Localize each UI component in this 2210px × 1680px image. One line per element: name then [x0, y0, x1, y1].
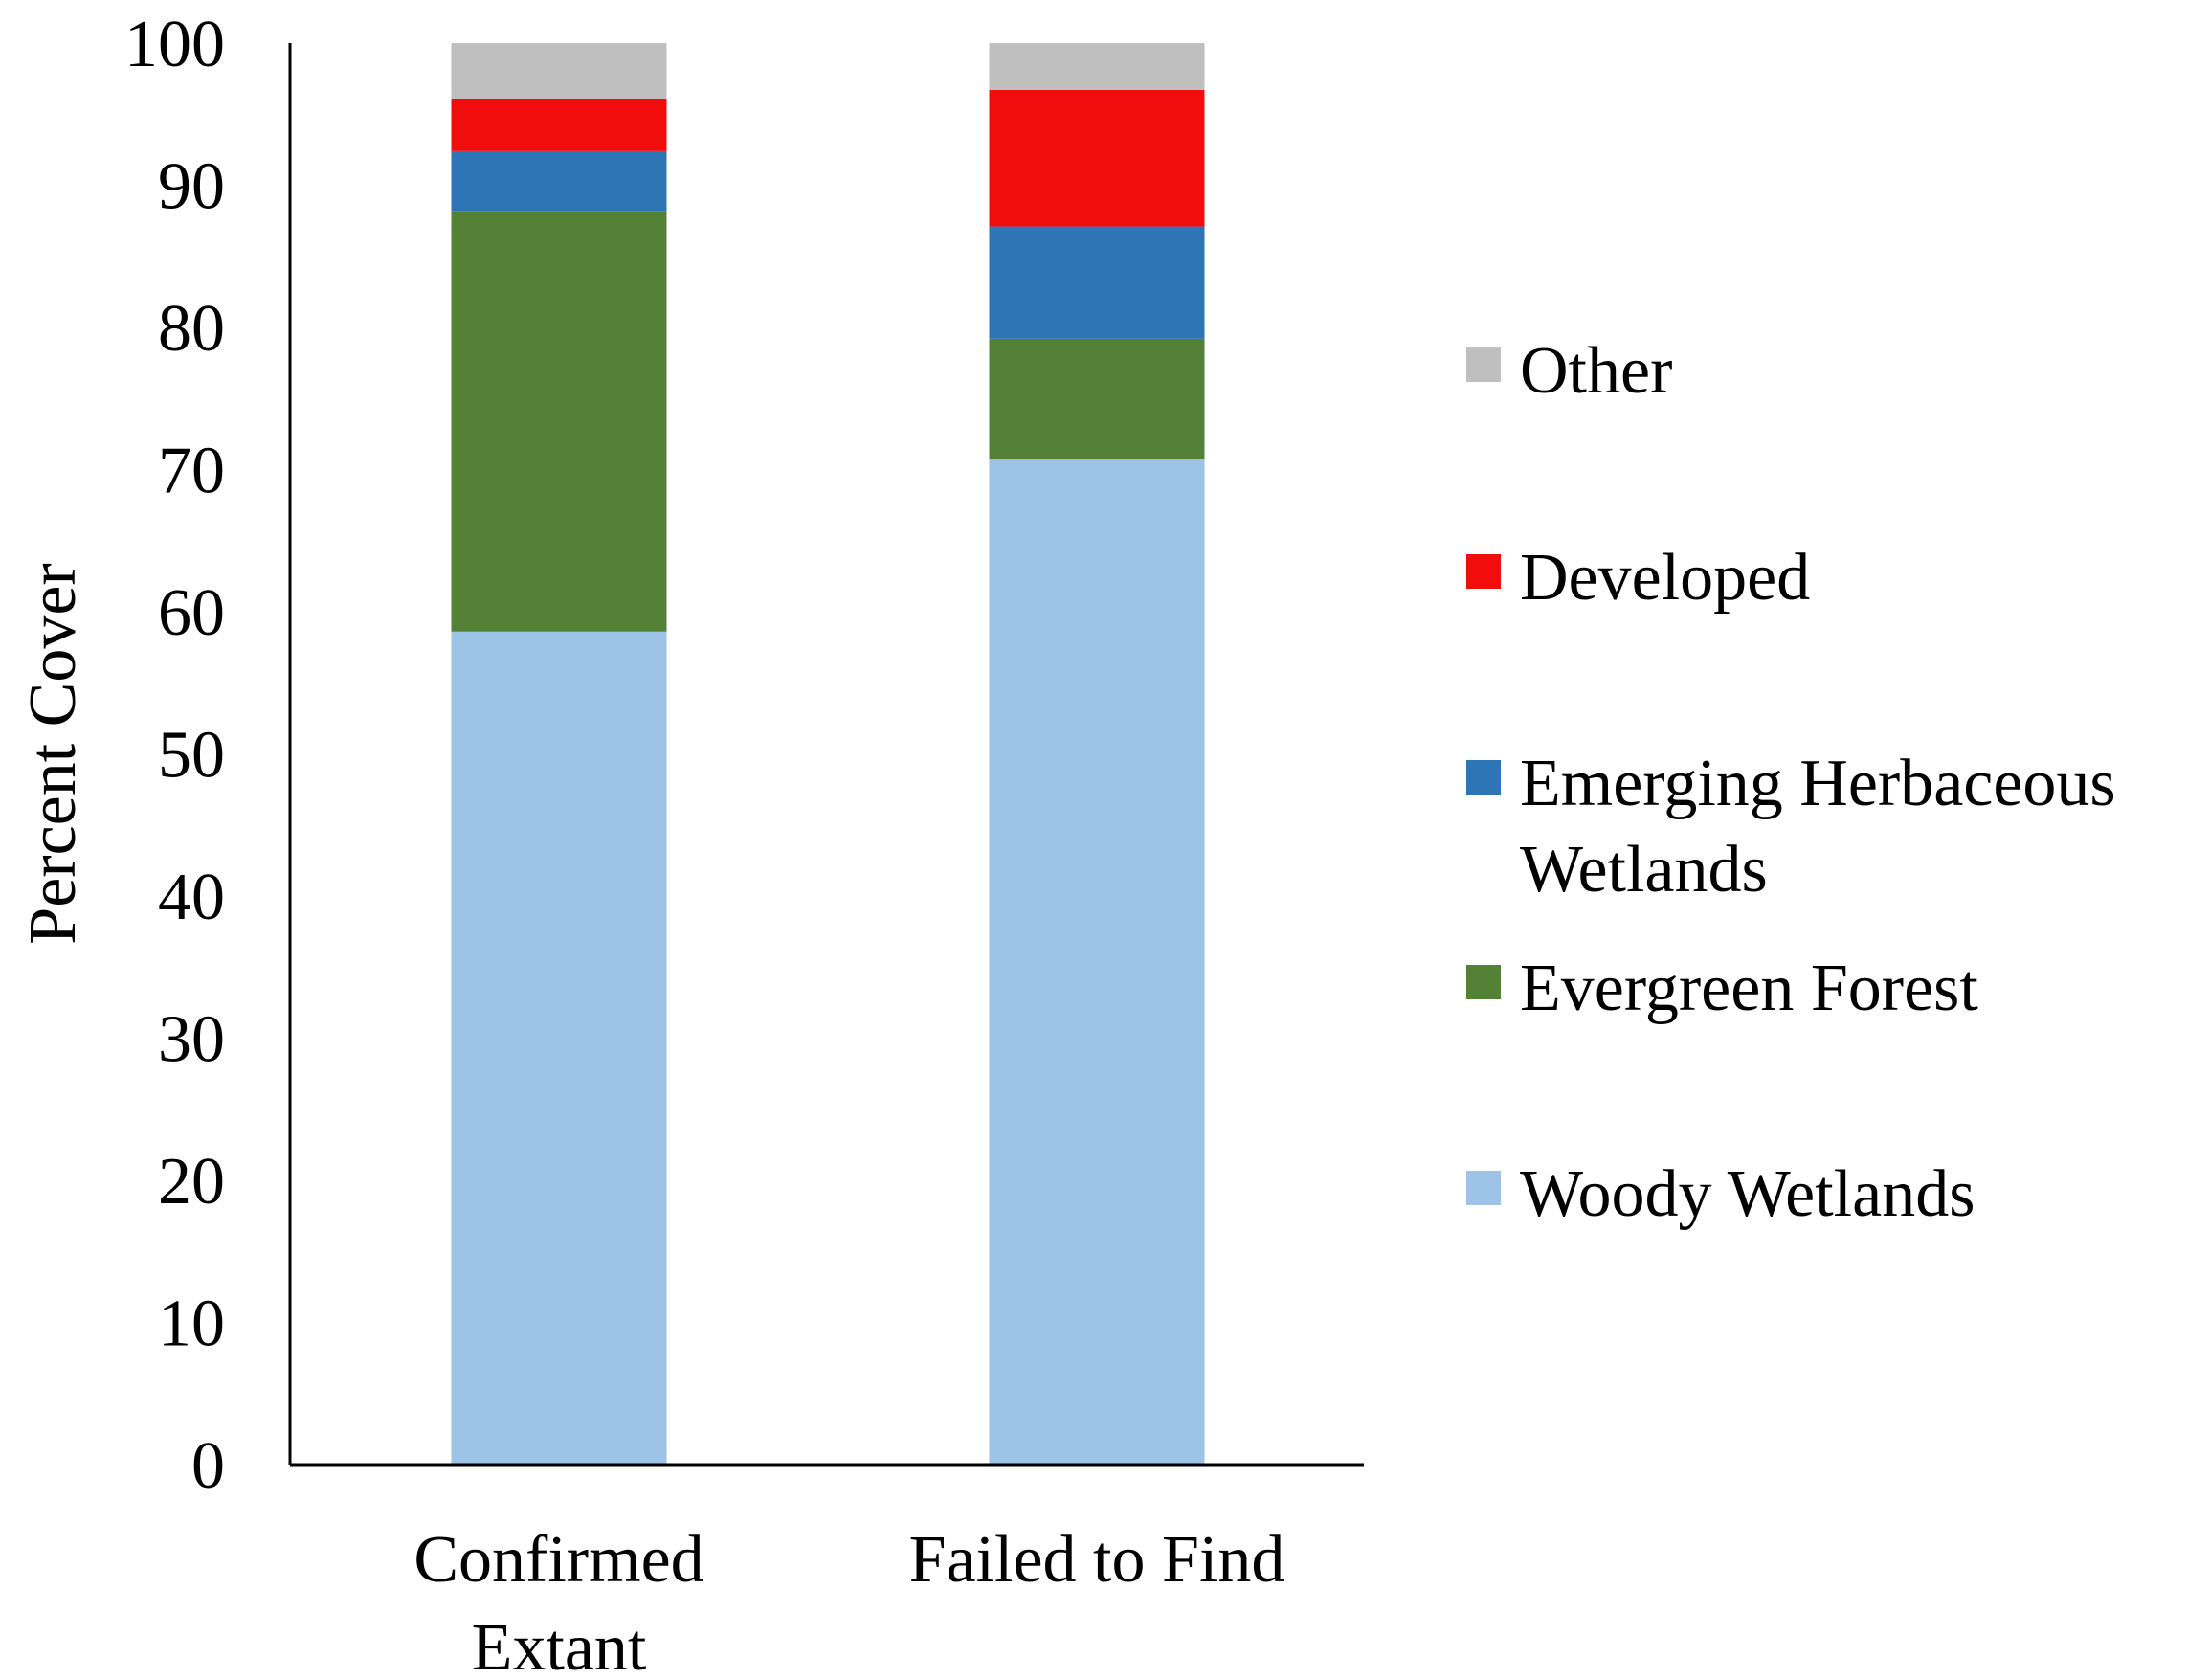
legend-swatch-emerging-herbaceous-wetlands	[1466, 760, 1501, 795]
bar-segment-confirmed-extant-emerging-herbaceous-wetlands	[451, 150, 667, 212]
legend-label-emerging-herbaceous-wetlands: Emerging Herbaceous Wetlands	[1520, 747, 2116, 907]
bar-segment-confirmed-extant-woody-wetlands	[451, 631, 667, 1465]
legend-label-other: Other	[1520, 334, 1672, 408]
y-axis-ticks: 0 10 20 30 40 50 60 70 80 90 100	[124, 8, 225, 1503]
y-tick-label-80: 80	[158, 292, 225, 366]
legend-swatch-evergreen-forest	[1466, 965, 1501, 999]
bar-segment-confirmed-extant-other	[451, 43, 667, 99]
y-tick-label-0: 0	[191, 1429, 225, 1503]
x-tick-label-failed-to-find: Failed to Find	[909, 1523, 1285, 1597]
y-tick-label-40: 40	[158, 861, 225, 934]
legend-label-evergreen-forest: Evergreen Forest	[1520, 952, 1978, 1025]
y-tick-label-30: 30	[158, 1003, 225, 1077]
bar-segment-failed-to-find-evergreen-forest	[989, 338, 1205, 460]
legend-swatch-other	[1466, 347, 1501, 382]
y-tick-label-20: 20	[158, 1145, 225, 1219]
legend-item-developed: Developed	[1466, 541, 1810, 615]
y-tick-label-50: 50	[158, 719, 225, 793]
y-tick-label-70: 70	[158, 435, 225, 508]
bar-segment-confirmed-extant-developed	[451, 98, 667, 151]
bar-segment-failed-to-find-developed	[989, 90, 1205, 227]
legend-label-woody-wetlands: Woody Wetlands	[1520, 1157, 1975, 1231]
bar-segment-confirmed-extant-evergreen-forest	[451, 211, 667, 632]
y-tick-label-90: 90	[158, 150, 225, 224]
y-axis-title: Percent Cover	[16, 563, 90, 944]
bars-group	[451, 43, 1205, 1466]
bar-segment-failed-to-find-emerging-herbaceous-wetlands	[989, 226, 1205, 339]
legend-item-emerging-herbaceous-wetlands: Emerging Herbaceous Wetlands	[1466, 747, 2116, 907]
y-tick-label-60: 60	[158, 576, 225, 650]
y-tick-label-100: 100	[124, 8, 225, 81]
legend-swatch-woody-wetlands	[1466, 1171, 1501, 1205]
bar-segment-failed-to-find-woody-wetlands	[989, 459, 1205, 1466]
legend-item-woody-wetlands: Woody Wetlands	[1466, 1157, 1975, 1231]
x-axis-tick-labels: Confirmed Extant Failed to Find	[413, 1523, 1284, 1680]
legend-item-other: Other	[1466, 334, 1672, 408]
legend-item-evergreen-forest: Evergreen Forest	[1466, 952, 1978, 1025]
legend-swatch-developed	[1466, 554, 1501, 589]
legend-label-developed: Developed	[1520, 541, 1810, 615]
legend: Other Developed Emerging Herbaceous Wetland…	[1466, 334, 2116, 1231]
y-tick-label-10: 10	[158, 1288, 225, 1361]
bar-segment-failed-to-find-other	[989, 43, 1205, 91]
x-tick-label-confirmed-extant: Confirmed Extant	[413, 1523, 703, 1680]
